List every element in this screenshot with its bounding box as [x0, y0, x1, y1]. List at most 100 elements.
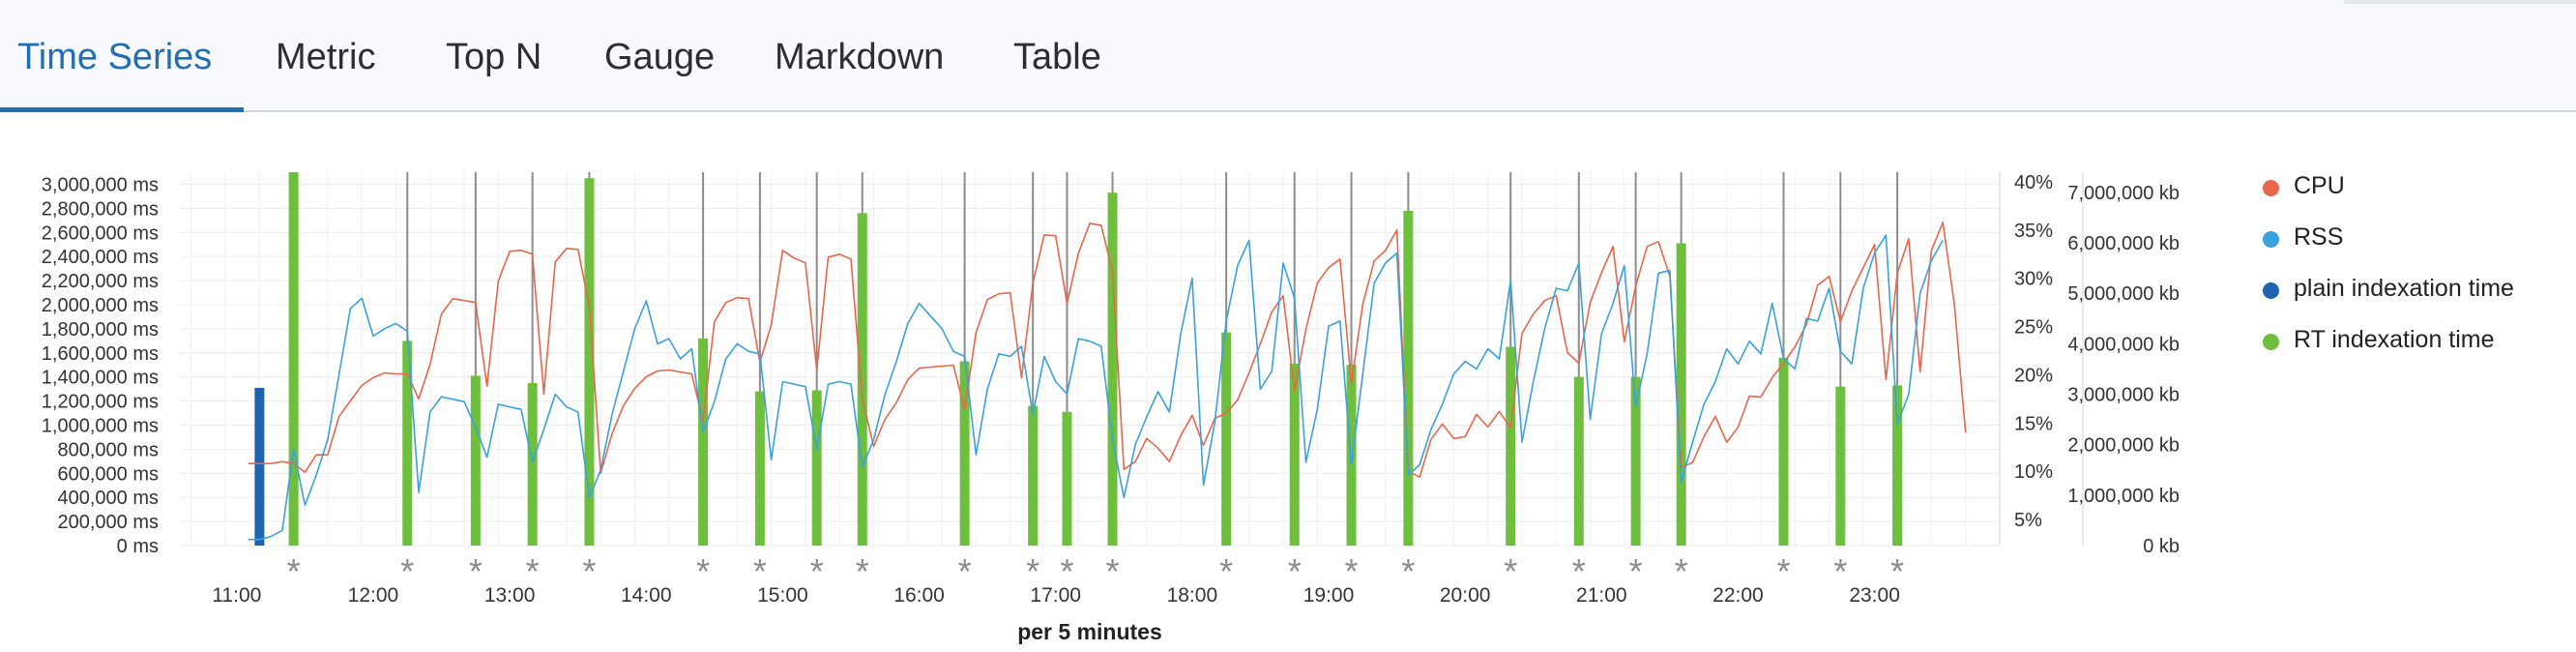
- y-axis-tick-label: 1,000,000 ms: [42, 415, 159, 436]
- x-axis-tick-label: 12:00: [348, 584, 399, 607]
- y-axis-tick-label: 2,800,000 ms: [42, 198, 159, 220]
- x-axis-tick-label: 15:00: [757, 584, 808, 607]
- annotation-marker: *: [958, 551, 972, 591]
- rt-indexation-bar: [754, 391, 765, 546]
- annotation-marker: *: [1106, 551, 1120, 591]
- annotation-marker: *: [1890, 551, 1904, 591]
- y-axis-tick-label: 800,000 ms: [57, 439, 159, 460]
- y-axis-tick-label: 2,600,000 ms: [42, 222, 159, 244]
- tab-table[interactable]: Table: [1013, 37, 1101, 77]
- kb-axis-tick-label: 2,000,000 kb: [2067, 435, 2180, 457]
- y-axis-tick-label: 1,200,000 ms: [42, 392, 159, 413]
- rt-indexation-bar: [857, 213, 867, 546]
- x-axis-tick-label: 20:00: [1440, 584, 1491, 607]
- rt-indexation-bar: [1676, 243, 1686, 546]
- y-axis-tick-label: 1,800,000 ms: [42, 319, 159, 341]
- y-axis-tick-label: 1,400,000 ms: [42, 368, 159, 389]
- annotation-marker: *: [1060, 551, 1073, 591]
- annotation-marker: *: [696, 551, 710, 591]
- rt-indexation-bar: [288, 172, 299, 546]
- rss-series-line: [248, 234, 1944, 541]
- rt-indexation-bar: [470, 375, 481, 546]
- percent-axis-tick-label: 15%: [2014, 413, 2053, 434]
- rt-indexation-bar: [402, 341, 413, 546]
- percent-axis-tick-label: 20%: [2014, 365, 2053, 386]
- legend-label: CPU: [2294, 172, 2345, 199]
- legend-label: plain indexation time: [2294, 275, 2514, 302]
- y-axis-tick-label: 2,200,000 ms: [42, 271, 159, 292]
- y-axis-tick-label: 1,600,000 ms: [42, 343, 159, 365]
- rt-indexation-bar: [811, 390, 822, 546]
- rt-indexation-bar: [1221, 332, 1232, 546]
- rt-indexation-bar: [959, 361, 970, 546]
- percent-axis-tick-label: 25%: [2014, 317, 2053, 339]
- x-axis-tick-label: 22:00: [1712, 584, 1764, 607]
- legend-dot-plain-indexation-time: [2263, 282, 2279, 299]
- kb-axis-tick-label: 5,000,000 kb: [2067, 283, 2180, 305]
- kb-axis-tick-label: 6,000,000 kb: [2067, 233, 2180, 254]
- x-axis-tick-label: 14:00: [621, 584, 672, 607]
- annotation-marker: *: [1572, 551, 1586, 591]
- tab-gauge[interactable]: Gauge: [604, 37, 716, 77]
- y-axis-tick-label: 0 ms: [117, 536, 159, 557]
- x-axis-tick-label: 11:00: [212, 584, 261, 607]
- percent-axis-tick-label: 30%: [2014, 269, 2053, 290]
- rt-indexation-bar: [1506, 346, 1516, 546]
- y-axis-tick-label: 600,000 ms: [57, 463, 159, 485]
- annotation-marker: *: [582, 551, 596, 591]
- annotation-marker: *: [1675, 551, 1688, 591]
- tab-markdown[interactable]: Markdown: [775, 37, 945, 77]
- legend-dot-rt-indexation-time: [2263, 334, 2279, 350]
- x-axis-tick-label: 19:00: [1303, 584, 1355, 607]
- rt-indexation-bar: [1403, 210, 1414, 546]
- y-axis-tick-label: 400,000 ms: [57, 488, 159, 509]
- annotation-marker: *: [1777, 551, 1791, 591]
- x-axis-tick-label: 21:00: [1576, 584, 1627, 607]
- annotation-marker: *: [1504, 551, 1517, 591]
- annotation-marker: *: [400, 551, 414, 591]
- plain-indexation-bar: [254, 387, 265, 546]
- rt-indexation-bar: [1062, 411, 1072, 546]
- annotation-marker: *: [526, 551, 540, 591]
- kb-axis-tick-label: 7,000,000 kb: [2067, 183, 2180, 204]
- annotation-marker: *: [1629, 551, 1643, 591]
- annotation-marker: *: [1219, 551, 1233, 591]
- rt-indexation-bar: [527, 382, 538, 546]
- tab-metric[interactable]: Metric: [276, 37, 376, 77]
- annotation-marker: *: [856, 551, 869, 591]
- x-axis-tick-label: 18:00: [1167, 584, 1218, 607]
- rt-indexation-bar: [1630, 376, 1641, 546]
- annotation-marker: *: [753, 551, 767, 591]
- percent-axis-tick-label: 35%: [2014, 221, 2053, 242]
- legend-label: RT indexation time: [2294, 326, 2495, 353]
- annotation-marker: *: [469, 551, 483, 591]
- x-axis-tick-label: 16:00: [893, 584, 945, 607]
- annotation-marker: *: [1345, 551, 1359, 591]
- tab-time-series[interactable]: Time Series: [17, 37, 213, 77]
- annotation-marker: *: [1288, 551, 1302, 591]
- rt-indexation-bar: [698, 338, 709, 546]
- rt-indexation-bar: [1107, 193, 1118, 547]
- kb-axis-tick-label: 4,000,000 kb: [2067, 334, 2180, 355]
- top-edge-strip: [2344, 0, 2576, 4]
- y-axis-tick-label: 3,000,000 ms: [42, 174, 159, 195]
- tab-top-n[interactable]: Top N: [446, 37, 542, 77]
- rt-indexation-bar: [1778, 357, 1789, 546]
- y-axis-tick-label: 2,000,000 ms: [42, 295, 159, 316]
- x-axis-tick-label: 23:00: [1849, 584, 1900, 607]
- legend-dot-cpu: [2263, 180, 2279, 196]
- rt-indexation-bar: [1028, 405, 1039, 546]
- active-tab-indicator: [0, 107, 244, 112]
- rt-indexation-bar: [1573, 376, 1584, 546]
- kb-axis-tick-label: 1,000,000 kb: [2067, 486, 2180, 507]
- annotation-marker: *: [810, 551, 824, 591]
- x-axis-tick-label: 17:00: [1030, 584, 1081, 607]
- annotation-marker: *: [1026, 551, 1039, 591]
- annotation-marker: *: [1401, 551, 1415, 591]
- x-axis-title: per 5 minutes: [1017, 619, 1162, 644]
- tab-bar: Time Series Metric Top N Gauge Markdown …: [0, 0, 2576, 112]
- legend-label: RSS: [2294, 223, 2344, 251]
- legend-dot-rss: [2263, 231, 2279, 248]
- rt-indexation-bar: [1892, 385, 1903, 546]
